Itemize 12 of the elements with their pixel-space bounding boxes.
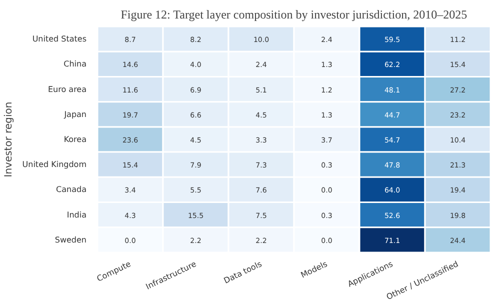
y-tick-label: Canada (56, 185, 87, 194)
y-tick-label: Japan (63, 110, 86, 119)
x-tick-label: Data tools (222, 259, 264, 286)
y-tick-label: Korea (64, 135, 87, 144)
y-tick-label: Sweden (54, 235, 87, 244)
y-axis-title: Investor region (3, 102, 14, 178)
chart-title: Figure 12: Target layer composition by investor jurisdiction, 2010–2025 (120, 8, 468, 22)
y-tick-label: United Kingdom (22, 160, 87, 170)
y-tick-label: China (64, 60, 87, 69)
y-tick-label: United States (32, 34, 86, 44)
y-tick-label: India (66, 210, 87, 220)
y-tick-label: Euro area (48, 84, 87, 94)
